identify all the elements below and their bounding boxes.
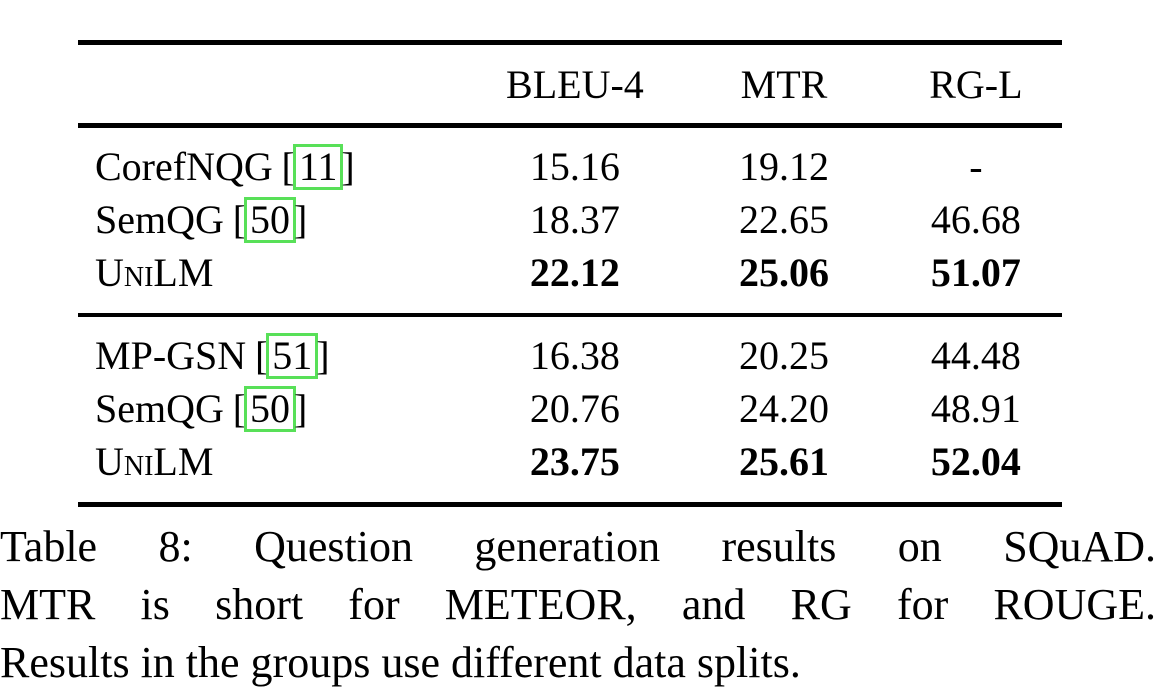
citation-open-bracket: [ [232, 386, 247, 431]
bleu4-value: 16.38 [529, 333, 620, 378]
method-cell: SemQG[50] [78, 382, 472, 435]
mtr-value: 25.61 [738, 439, 829, 484]
method-cell: MP-GSN[51] [78, 329, 472, 382]
table-group-1: CorefNQG[11] 15.16 19.12 - SemQG[50] 18.… [78, 128, 1062, 313]
table-bottom-rule [78, 502, 1062, 507]
method-name: SemQG [95, 386, 224, 431]
citation-open-bracket: [ [254, 333, 269, 378]
mtr-value: 19.12 [738, 144, 829, 189]
citation: [50] [232, 386, 308, 432]
table-row: CorefNQG[11] 15.16 19.12 - [78, 140, 1062, 193]
column-header-rgl: RG-L [929, 61, 1023, 107]
table-row: SemQG[50] 18.37 22.65 46.68 [78, 193, 1062, 246]
rgl-value: 44.48 [930, 333, 1021, 378]
table-top-rule [78, 40, 1062, 45]
table-row: UniLM 23.75 25.61 52.04 [78, 435, 1062, 488]
table-header-row: BLEU-4 MTR RG-L [78, 45, 1062, 123]
method-cell: CorefNQG[11] [78, 140, 472, 193]
table-group-2: MP-GSN[51] 16.38 20.25 44.48 SemQG[50] 2… [78, 317, 1062, 502]
bleu4-value: 20.76 [529, 386, 620, 431]
citation-open-bracket: [ [232, 197, 247, 242]
citation-link[interactable]: 51 [266, 333, 319, 379]
caption-line: MTR is short for METEOR, and RG for ROUG… [0, 580, 1156, 629]
method-name: UniLM [95, 250, 214, 295]
citation: [50] [232, 197, 308, 243]
citation-link[interactable]: 50 [244, 197, 297, 243]
mtr-value: 20.25 [738, 333, 829, 378]
table-group-divider-rule [78, 313, 1062, 317]
citation-close-bracket: ] [294, 197, 308, 242]
method-cell: SemQG[50] [78, 193, 472, 246]
citation-close-bracket: ] [341, 144, 355, 189]
rgl-value: 48.91 [930, 386, 1021, 431]
rgl-value: - [969, 144, 983, 189]
column-header-bleu4: BLEU-4 [506, 61, 644, 107]
method-name: UniLM [95, 439, 214, 484]
results-table: BLEU-4 MTR RG-L CorefNQG[11] 15.16 19.12… [78, 40, 1062, 507]
citation: [11] [281, 144, 355, 190]
bleu4-value: 22.12 [529, 250, 620, 295]
table-caption: Table 8: Question generation results on … [0, 518, 1156, 692]
method-name: CorefNQG [95, 144, 273, 189]
bleu4-value: 18.37 [529, 197, 620, 242]
citation-close-bracket: ] [316, 333, 330, 378]
citation-link[interactable]: 11 [292, 144, 344, 190]
citation: [51] [254, 333, 330, 379]
mtr-value: 24.20 [738, 386, 829, 431]
citation-close-bracket: ] [294, 386, 308, 431]
table-row: MP-GSN[51] 16.38 20.25 44.48 [78, 329, 1062, 382]
citation-link[interactable]: 50 [244, 386, 297, 432]
bleu4-value: 23.75 [529, 439, 620, 484]
table-row: SemQG[50] 20.76 24.20 48.91 [78, 382, 1062, 435]
mtr-value: 25.06 [738, 250, 829, 295]
citation-open-bracket: [ [281, 144, 295, 189]
method-cell: UniLM [78, 246, 472, 299]
column-header-mtr: MTR [740, 61, 828, 107]
method-cell: UniLM [78, 435, 472, 488]
rgl-value: 46.68 [930, 197, 1021, 242]
rgl-value: 52.04 [930, 439, 1021, 484]
rgl-value: 51.07 [930, 250, 1021, 295]
table-header-rule [78, 123, 1062, 128]
method-name: SemQG [95, 197, 224, 242]
table-row: UniLM 22.12 25.06 51.07 [78, 246, 1062, 299]
caption-line: Results in the groups use different data… [0, 638, 801, 687]
caption-line: Table 8: Question generation results on … [0, 522, 1156, 571]
bleu4-value: 15.16 [529, 144, 620, 189]
method-name: MP-GSN [95, 333, 247, 378]
mtr-value: 22.65 [738, 197, 829, 242]
